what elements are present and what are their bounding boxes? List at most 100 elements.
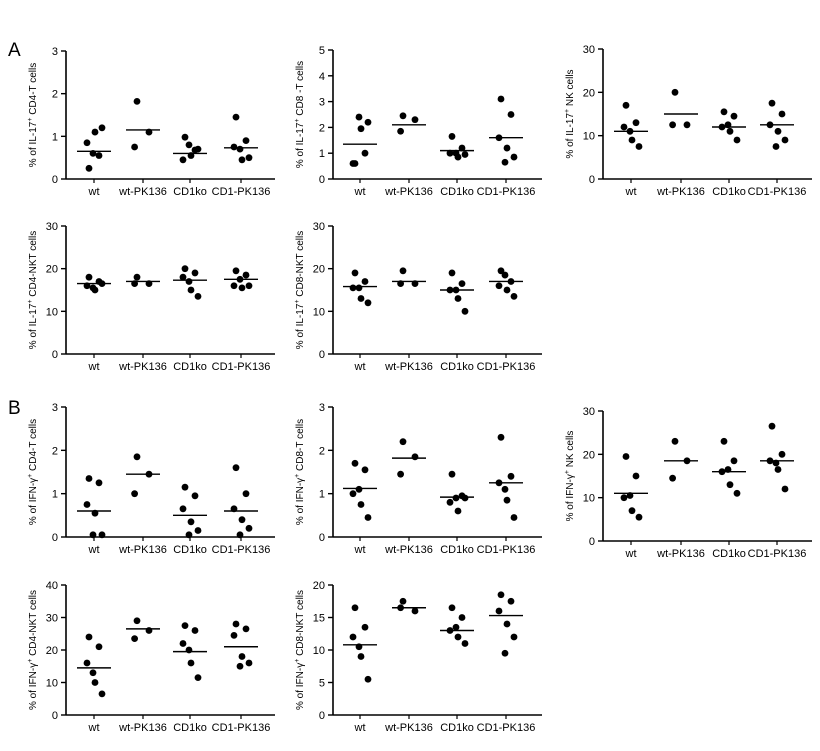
data-point xyxy=(236,145,244,153)
data-point xyxy=(91,679,99,686)
data-point xyxy=(98,124,106,132)
y-axis-title-superscript: + xyxy=(27,118,34,122)
data-point xyxy=(85,475,93,482)
y-tick-label: 0 xyxy=(319,174,325,186)
data-point xyxy=(131,490,139,498)
data-point xyxy=(632,472,640,480)
data-point xyxy=(355,113,363,121)
data-point xyxy=(461,494,469,502)
data-point xyxy=(768,99,776,107)
y-tick-label: 20 xyxy=(46,645,58,657)
x-tick-label: wt xyxy=(625,548,637,560)
y-tick-label: 30 xyxy=(583,406,595,418)
data-point xyxy=(448,269,456,277)
y-tick-label: 10 xyxy=(583,493,595,505)
data-point xyxy=(411,453,419,461)
x-tick-label: wt xyxy=(354,361,366,373)
y-tick-label: 4 xyxy=(319,71,325,83)
data-point xyxy=(622,453,630,460)
data-point xyxy=(232,464,240,472)
x-tick-label: CD1ko xyxy=(440,186,474,198)
data-point xyxy=(497,433,505,441)
data-point xyxy=(495,282,503,290)
data-point xyxy=(145,627,153,634)
data-point xyxy=(232,113,240,121)
data-point xyxy=(357,125,365,133)
y-tick-label: 2 xyxy=(52,445,58,457)
y-tick-label: 10 xyxy=(46,678,58,690)
data-point xyxy=(458,144,466,152)
y-axis-title: % of IFN-γ+ NK cells xyxy=(564,431,576,522)
data-point xyxy=(669,121,676,129)
data-point xyxy=(236,662,244,670)
y-tick-label: 1 xyxy=(52,489,58,501)
data-point xyxy=(628,136,636,144)
x-tick-label: CD1-PK136 xyxy=(477,722,536,734)
data-point xyxy=(187,286,195,294)
data-point xyxy=(95,479,103,487)
y-axis-title-main: % of IL-17 xyxy=(295,122,306,168)
x-tick-label: wt xyxy=(354,722,366,734)
data-point xyxy=(507,472,515,480)
data-point xyxy=(191,492,199,500)
y-axis-title: % of IL-17+ CD4-T cells xyxy=(27,63,39,168)
data-point xyxy=(230,631,238,639)
data-point xyxy=(185,531,193,539)
y-axis-title-superscript: + xyxy=(27,659,34,663)
x-tick-label: wt xyxy=(354,186,366,198)
y-axis-title-main: % of IL-17 xyxy=(565,113,576,159)
data-point xyxy=(357,501,365,508)
data-point xyxy=(454,507,462,515)
data-point xyxy=(669,474,676,482)
data-point xyxy=(452,494,460,502)
y-tick-label: 0 xyxy=(319,710,325,722)
x-tick-label: CD1ko xyxy=(173,361,207,373)
y-axis-title: % of IFN-γ+ CD4-NKT cells xyxy=(27,590,39,710)
y-tick-label: 10 xyxy=(583,131,595,143)
y-tick-label: 3 xyxy=(52,46,58,58)
y-axis-title-main: % of IFN-γ xyxy=(565,474,576,521)
x-tick-label: wt-PK136 xyxy=(384,544,433,556)
y-tick-label: 0 xyxy=(589,174,595,186)
data-point xyxy=(133,617,141,625)
data-point xyxy=(364,514,372,521)
y-tick-label: 1 xyxy=(319,148,325,160)
data-point xyxy=(133,273,141,281)
x-tick-label: CD1ko xyxy=(712,186,746,198)
y-axis-title: % of IFN-γ+ CD8-NKT cells xyxy=(294,590,306,710)
data-point xyxy=(187,659,195,667)
data-point xyxy=(683,121,691,129)
data-point xyxy=(510,293,518,300)
data-point xyxy=(503,496,511,504)
data-point xyxy=(242,137,250,145)
data-point xyxy=(194,293,202,300)
data-point xyxy=(185,278,193,285)
data-point xyxy=(242,271,250,279)
data-point xyxy=(89,531,97,539)
data-point xyxy=(501,271,509,279)
data-point xyxy=(181,622,189,630)
data-point xyxy=(349,160,357,167)
data-point xyxy=(230,143,238,151)
data-point xyxy=(245,282,253,290)
y-axis-title-superscript: + xyxy=(564,109,571,113)
data-point xyxy=(730,457,738,465)
y-axis-title-main: % of IFN-γ xyxy=(28,478,39,525)
y-axis-title-rest: CD8-T cells xyxy=(295,419,306,474)
data-point xyxy=(349,633,357,641)
data-point xyxy=(448,604,456,612)
data-point xyxy=(454,295,462,302)
x-tick-label: wt xyxy=(88,186,100,198)
data-point xyxy=(503,286,511,294)
x-tick-label: wt xyxy=(88,722,100,734)
data-point xyxy=(179,273,187,281)
data-point xyxy=(185,141,193,149)
y-tick-label: 40 xyxy=(46,580,58,592)
y-axis-title-rest: NK cells xyxy=(565,431,576,470)
data-point xyxy=(194,145,202,153)
data-point xyxy=(461,151,469,158)
data-point xyxy=(361,278,369,285)
y-axis-title-superscript: + xyxy=(294,659,301,663)
y-tick-label: 0 xyxy=(319,349,325,361)
